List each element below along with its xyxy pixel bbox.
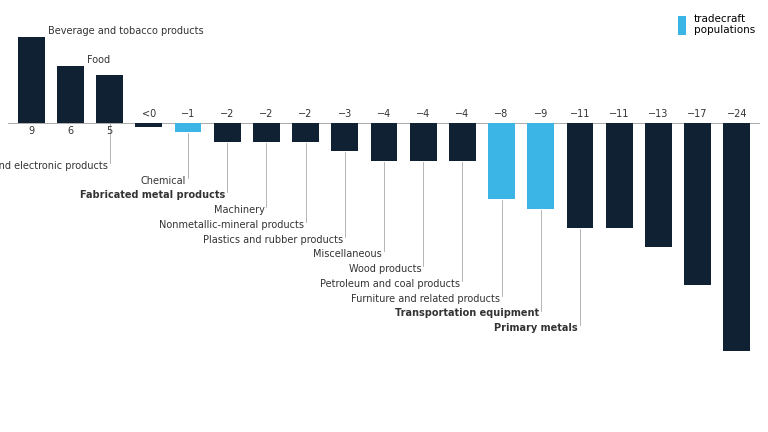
Bar [293, 123, 319, 142]
Text: Fabricated metal products: Fabricated metal products [80, 191, 225, 200]
Text: −9: −9 [534, 109, 548, 119]
Bar [332, 123, 358, 152]
Text: Miscellaneous: Miscellaneous [313, 249, 382, 259]
Text: 5: 5 [107, 126, 113, 136]
Bar [253, 123, 280, 142]
Bar [371, 123, 397, 161]
Text: −4: −4 [416, 109, 430, 119]
Text: −2: −2 [220, 109, 234, 119]
Text: −2: −2 [260, 109, 273, 119]
Text: −11: −11 [570, 109, 590, 119]
Bar [18, 37, 45, 123]
Text: −2: −2 [299, 109, 313, 119]
Text: Chemical: Chemical [141, 175, 186, 185]
Bar [528, 123, 554, 209]
Bar [214, 123, 240, 142]
Text: Plastics and rubber products: Plastics and rubber products [203, 235, 343, 245]
Text: <0: <0 [141, 109, 156, 119]
Text: Food: Food [87, 55, 110, 65]
Text: 9: 9 [28, 126, 35, 136]
Bar [135, 123, 162, 127]
Text: −11: −11 [609, 109, 630, 119]
Bar [57, 66, 84, 123]
Bar [449, 123, 475, 161]
Text: −17: −17 [687, 109, 708, 119]
Text: −8: −8 [495, 109, 508, 119]
Text: −13: −13 [648, 109, 669, 119]
Text: Transportation equipment: Transportation equipment [395, 308, 539, 318]
Bar [606, 123, 633, 228]
Bar [567, 123, 594, 228]
Text: −4: −4 [455, 109, 469, 119]
Text: Primary metals: Primary metals [495, 323, 578, 333]
Text: −3: −3 [338, 109, 352, 119]
Text: Machinery: Machinery [214, 205, 264, 215]
Bar [488, 123, 515, 199]
Text: −1: −1 [181, 109, 195, 119]
Text: 6: 6 [68, 126, 74, 136]
Text: Petroleum and coal products: Petroleum and coal products [320, 279, 461, 289]
Text: Beverage and tobacco products: Beverage and tobacco products [48, 26, 204, 36]
Text: Furniture and related products: Furniture and related products [351, 294, 500, 304]
Bar [174, 123, 201, 133]
Text: Nonmetallic-mineral products: Nonmetallic-mineral products [159, 220, 303, 230]
Bar [410, 123, 436, 161]
Text: Computer and electronic products: Computer and electronic products [0, 161, 108, 171]
Legend: tradecraft
populations: tradecraft populations [678, 14, 755, 35]
Text: Wood products: Wood products [349, 264, 421, 274]
Text: −24: −24 [727, 109, 747, 119]
Bar [684, 123, 711, 285]
Bar [645, 123, 672, 247]
Text: −4: −4 [377, 109, 391, 119]
Bar [96, 75, 123, 123]
Bar [723, 123, 750, 352]
